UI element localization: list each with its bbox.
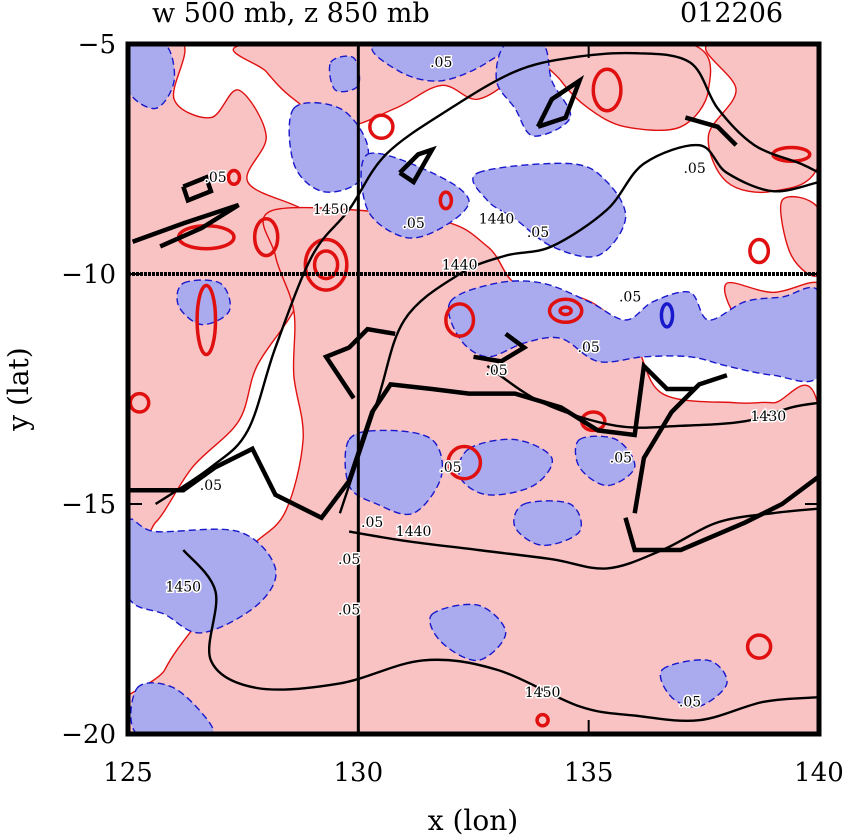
downward-motion-region [328, 55, 361, 93]
height-contour-thick [535, 75, 585, 129]
height-contour-1450 [154, 51, 819, 506]
downward-motion-region [128, 44, 176, 110]
height-contour-1440 [338, 143, 819, 514]
velocity-contour-label: .05 [204, 170, 226, 186]
downward-motion-region [513, 500, 582, 547]
velocity-contour-label: .05 [610, 451, 632, 467]
upward-velocity-contour [535, 712, 550, 728]
velocity-contour-label: .05 [338, 552, 360, 568]
velocity-contour-label: .05 [683, 161, 705, 177]
upward-velocity-contour [547, 297, 584, 325]
upward-velocity-contour [748, 237, 771, 265]
upward-motion-region [534, 44, 712, 131]
velocity-contour-label: .05 [679, 694, 701, 710]
velocity-contour-label: .05 [619, 290, 641, 306]
x-axis-label: x (lon) [428, 804, 518, 837]
plot-frame [125, 41, 822, 737]
downward-motion-region [344, 429, 444, 516]
chart-date-label: 012206 [680, 0, 783, 29]
axis-ticks: 125 130 135 140 −5 −10 −15 −20 [61, 30, 844, 788]
upward-velocity-contour [252, 217, 280, 258]
height-contour-thick [684, 115, 738, 147]
height-contour-thick [131, 202, 240, 249]
velocity-contour-label: .05 [485, 363, 507, 379]
velocity-contour-label: .05 [430, 55, 452, 71]
downward-motion-region [457, 438, 554, 496]
y-tick-label: −20 [61, 720, 116, 750]
downward-motion-region [495, 44, 572, 137]
chart-title: w 500 mb, z 850 mb [152, 0, 430, 29]
x-tick-label: 125 [103, 758, 153, 788]
downward-motion-region [360, 152, 470, 239]
x-tick-label: 130 [334, 758, 384, 788]
height-contour-thick [398, 145, 437, 186]
upward-velocity-contour [368, 113, 395, 141]
upward-velocity-contour [446, 444, 483, 481]
height-contour-thick [128, 361, 695, 521]
upward-velocity-contour [591, 67, 623, 113]
height-contour-thick [473, 331, 529, 364]
velocity-contour-label: .05 [200, 478, 222, 494]
x-tick-label: 140 [794, 758, 844, 788]
upward-velocity-contour [312, 249, 340, 281]
downward-velocity-contour [659, 302, 675, 329]
reference-lines [128, 44, 819, 734]
upward-velocity-contour [226, 168, 242, 187]
downward-motion-region [128, 518, 277, 634]
upward-velocity-contour [195, 283, 218, 357]
upward-velocity-contour [303, 237, 349, 292]
contour-labels: 1450 1440 1440 1430 1440 1450 1450 .05 .05 .05 .05… [164, 54, 788, 712]
velocity-contour-label: .05 [361, 515, 383, 531]
downward-motion-fills [128, 44, 819, 734]
velocity-contour-label: .05 [402, 216, 424, 232]
height-contour-label: 1450 [165, 579, 201, 595]
x-tick-label: 135 [564, 758, 614, 788]
height-contour-label: 1450 [313, 202, 349, 218]
upward-velocity-contour [745, 633, 773, 660]
y-axis-label: y (lat) [2, 347, 35, 431]
downward-motion-region [447, 280, 819, 383]
upward-velocity-contour [558, 305, 573, 317]
upward-velocity-contour [438, 190, 454, 211]
upward-velocity-contour [444, 302, 476, 338]
velocity-contour-label: .05 [338, 602, 360, 618]
downward-motion-region [429, 603, 507, 662]
height-contours-thick [128, 75, 819, 553]
y-tick-label: −10 [61, 260, 116, 290]
height-contour-thick [623, 474, 819, 553]
height-contour-thick [632, 373, 728, 514]
height-contour-label: 1440 [479, 211, 515, 227]
velocity-contour-label: .05 [527, 225, 549, 241]
y-tick-label: −5 [78, 30, 116, 60]
height-contour-1450 [182, 549, 819, 723]
velocity-contour-label: .05 [439, 460, 461, 476]
downward-motion-region [659, 659, 728, 708]
velocity-contour-label: .05 [578, 340, 600, 356]
height-contour-label: 1440 [396, 524, 432, 540]
height-contour-thick [181, 174, 214, 204]
downward-motion-region [371, 44, 505, 82]
height-contour-thick [322, 326, 396, 400]
y-tick-label: −15 [61, 490, 116, 520]
height-contour-label: 1430 [751, 409, 787, 425]
upward-motion-region [780, 195, 819, 277]
height-contour-label: 1450 [525, 685, 561, 701]
downward-motion-region [472, 162, 627, 258]
downward-motion-region [574, 435, 636, 487]
height-contour-label: 1440 [442, 257, 478, 273]
